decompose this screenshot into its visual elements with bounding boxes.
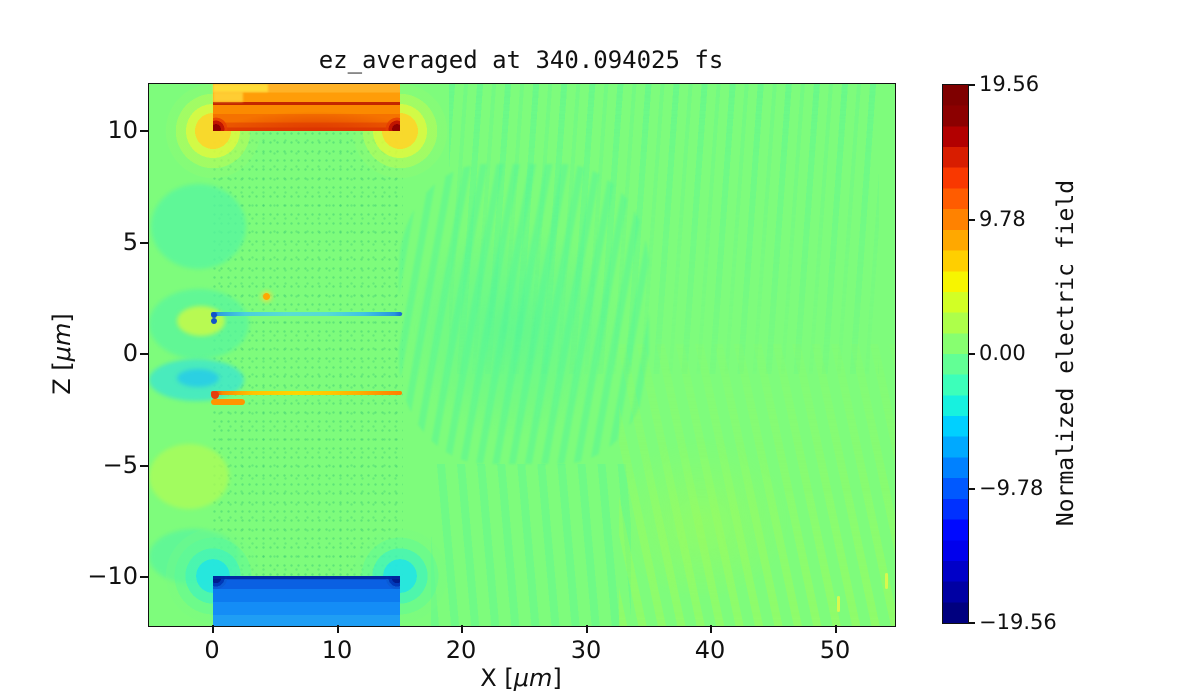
y-tick-mark <box>140 130 148 132</box>
colorbar-tick-label: 9.78 <box>979 207 1026 231</box>
colorbar-tick-label: −19.56 <box>979 610 1057 634</box>
line-endpoint <box>211 312 217 318</box>
lower-plate-band <box>213 576 400 626</box>
contour-blob <box>177 306 225 336</box>
x-axis-label: X [μm] <box>480 664 562 692</box>
speckle-texture <box>211 129 403 579</box>
plot-title: ez_averaged at 340.094025 fs <box>318 46 724 74</box>
wake-streaks-lower-right <box>619 344 895 626</box>
x-tick-mark <box>337 625 339 633</box>
band-edge <box>213 102 400 105</box>
wake-region-center <box>399 164 649 464</box>
streak-mark <box>837 596 840 612</box>
y-tick-label: 10 <box>107 116 138 144</box>
band-highlight <box>213 92 243 102</box>
x-tick-label: 40 <box>694 636 726 664</box>
y-tick-mark <box>140 576 148 578</box>
x-tick-label: 30 <box>570 636 602 664</box>
x-tick-mark <box>835 625 837 633</box>
y-tick-mark <box>140 465 148 467</box>
y-axis-label: Z [μm] <box>48 313 76 395</box>
thin-positive-field-line <box>211 391 402 405</box>
x-tick-mark <box>212 625 214 633</box>
heatmap-canvas <box>148 83 896 627</box>
positive-dot <box>263 293 270 300</box>
line-bright-segment <box>211 399 245 405</box>
y-tick-mark <box>140 353 148 355</box>
line-endpoint <box>211 318 217 324</box>
colorbar-tick-mark <box>969 219 975 221</box>
x-tick-mark <box>586 625 588 633</box>
line-endpoint <box>211 391 219 399</box>
colorbar-label: Normalized electric field <box>1053 179 1079 527</box>
colorbar-tick-label: −9.78 <box>979 476 1044 500</box>
streak-mark <box>885 573 888 589</box>
thin-negative-field-line <box>211 312 402 324</box>
colorbar-tick-mark <box>969 353 975 355</box>
x-tick-mark <box>461 625 463 633</box>
colorbar-tick-mark <box>969 84 975 86</box>
colorbar-tick-mark <box>969 488 975 490</box>
x-tick-label: 50 <box>819 636 851 664</box>
x-tick-label: 20 <box>445 636 477 664</box>
wake-streaks-bottom <box>431 464 631 626</box>
upper-plate-band <box>213 84 400 131</box>
y-tick-label: 0 <box>122 339 138 367</box>
x-tick-label: 10 <box>321 636 353 664</box>
x-tick-mark <box>710 625 712 633</box>
wake-streaks-upper-right <box>449 84 879 374</box>
y-tick-mark <box>140 242 148 244</box>
colorbar-gradient <box>942 84 969 624</box>
contour-blob <box>177 369 219 387</box>
y-tick-label: −5 <box>102 451 138 479</box>
band-highlight <box>213 84 268 92</box>
colorbar-tick-label: 0.00 <box>979 341 1026 365</box>
y-tick-label: −10 <box>87 562 138 590</box>
contour-blob <box>149 444 229 509</box>
y-tick-label: 5 <box>122 228 138 256</box>
colorbar-tick-mark <box>969 622 975 624</box>
x-tick-label: 0 <box>204 636 220 664</box>
colorbar-tick-label: 19.56 <box>979 72 1040 96</box>
band-edge <box>213 576 400 579</box>
contour-blob <box>151 184 246 269</box>
